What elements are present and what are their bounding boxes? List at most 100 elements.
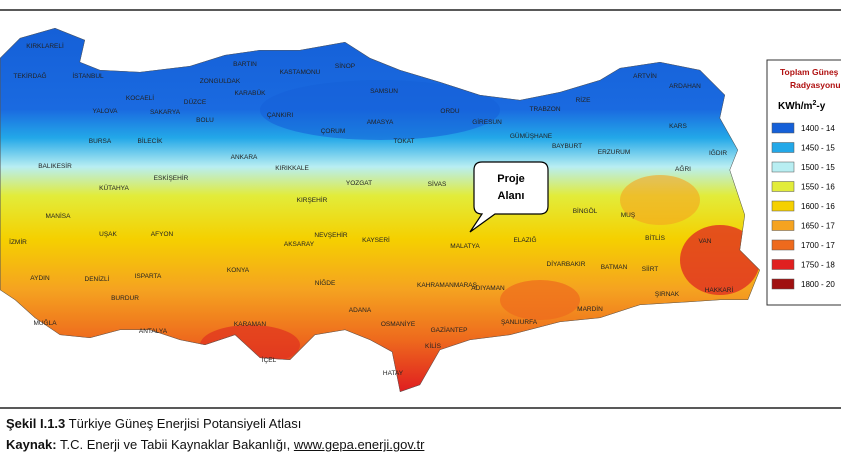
city-label: KAYSERİ (362, 235, 390, 244)
city-label: BİLECİK (138, 136, 164, 145)
city-label: YOZGAT (346, 180, 372, 187)
city-label: MALATYA (450, 243, 480, 250)
city-label: SAMSUN (370, 88, 398, 95)
legend-swatch (771, 142, 795, 153)
city-label: NEVŞEHİR (314, 230, 348, 239)
city-label: KİLİS (425, 341, 442, 350)
city-label: TOKAT (393, 138, 414, 145)
city-label: BİTLİS (645, 233, 666, 242)
city-label: KARS (669, 123, 687, 130)
city-label: İÇEL (262, 355, 277, 364)
city-label: ISPARTA (135, 273, 162, 280)
city-label: İZMİR (9, 237, 27, 246)
city-label: ÇANKIRI (267, 112, 294, 119)
city-label: KOCAELİ (126, 93, 154, 102)
city-label: RİZE (576, 95, 591, 104)
city-label: KIRIKKALE (275, 165, 309, 172)
city-label: ANTALYA (139, 328, 168, 335)
city-label: HAKKARİ (705, 285, 734, 294)
city-label: AYDIN (30, 275, 50, 282)
source-link[interactable]: www.gepa.enerji.gov.tr (293, 437, 425, 452)
city-label: TEKİRDAĞ (13, 71, 46, 80)
city-label: KARAMAN (234, 321, 266, 328)
legend-label: 1700 - 17 (801, 241, 835, 250)
city-label: ARDAHAN (669, 83, 701, 90)
callout-text: Proje (497, 173, 525, 185)
legend-swatch (771, 181, 795, 192)
city-label: AFYON (151, 231, 174, 238)
legend-swatch (771, 259, 795, 270)
city-label: KONYA (227, 267, 250, 274)
city-label: UŞAK (99, 231, 117, 238)
city-label: ŞIRNAK (655, 291, 680, 298)
city-labels: KIRKLARELİ TEKİRDAĞ İSTANBUL BARTIN KASTAMON… (9, 41, 733, 377)
city-label: GAZİANTEP (431, 325, 468, 334)
city-label: MARDİN (577, 304, 603, 313)
figure-label: Şekil I.1.3 (6, 416, 66, 431)
city-label: İSTANBUL (72, 71, 104, 80)
radiation-map (0, 28, 760, 392)
map: KIRKLARELİ TEKİRDAĞ İSTANBUL BARTIN KASTAMON… (0, 9, 841, 409)
city-label: MANİSA (46, 211, 72, 220)
source-label: Kaynak: (6, 437, 57, 452)
legend-label: 1450 - 15 (801, 144, 835, 153)
callout-text: Alanı (498, 190, 525, 202)
caption-line: Şekil I.1.3 Türkiye Güneş Enerjisi Potan… (6, 416, 301, 431)
city-label: GÜMÜŞHANE (510, 132, 553, 140)
city-label: ERZURUM (598, 149, 631, 156)
city-label: SİİRT (642, 264, 659, 273)
legend-label: 1650 - 17 (801, 222, 835, 231)
city-label: DİYARBAKIR (547, 259, 586, 268)
source-text: T.C. Enerji ve Tabii Kaynaklar Bakanlığı… (59, 437, 291, 452)
city-label: HATAY (383, 370, 404, 377)
legend-label: 1500 - 15 (801, 163, 835, 172)
legend-label: 1550 - 16 (801, 183, 835, 192)
legend: Toplam Güneş Radyasyonu KWh/m2-y 1400 - … (766, 59, 841, 306)
city-label: ORDU (440, 108, 459, 115)
city-label: KASTAMONU (280, 69, 321, 76)
legend-title: Radyasyonu (790, 80, 841, 90)
city-label: VAN (699, 238, 712, 245)
legend-swatch (771, 278, 795, 290)
city-label: BARTIN (233, 61, 257, 68)
city-label: SAKARYA (150, 109, 181, 116)
legend-title: Toplam Güneş (780, 67, 839, 77)
city-label: SİNOP (335, 61, 355, 70)
city-label: TRABZON (529, 106, 560, 113)
city-label: KIRKLARELİ (26, 41, 64, 50)
city-label: ŞANLIURFA (501, 319, 538, 326)
city-label: NİĞDE (315, 278, 336, 287)
legend-swatch (771, 220, 795, 231)
city-label: OSMANİYE (381, 319, 416, 328)
legend-label: 1750 - 18 (801, 261, 835, 270)
legend-swatch (771, 239, 795, 251)
city-label: IĞDIR (709, 148, 727, 157)
city-label: ARTVİN (633, 71, 657, 80)
city-label: BALIKESİR (38, 161, 72, 170)
city-label: BOLU (196, 117, 214, 124)
city-label: AĞRI (675, 164, 691, 173)
city-label: ELAZIĞ (513, 235, 536, 244)
city-label: BİNGÖL (573, 206, 598, 215)
figure-title: Türkiye Güneş Enerjisi Potansiyeli Atlas… (68, 416, 302, 431)
city-label: MUĞLA (33, 318, 57, 327)
city-label: KAHRAMANMARAŞ (417, 282, 478, 289)
city-label: KIRŞEHİR (297, 195, 328, 204)
city-label: YALOVA (92, 108, 118, 115)
caption-line: Kaynak: T.C. Enerji ve Tabii Kaynaklar B… (6, 437, 424, 452)
city-label: KARABÜK (234, 89, 266, 97)
callout: Proje Alanı (469, 161, 549, 233)
city-label: MUŞ (621, 212, 636, 219)
city-label: BAYBURT (552, 143, 582, 150)
city-label: ÇORUM (321, 128, 346, 135)
city-label: GİRESUN (472, 117, 502, 126)
city-label: ADIYAMAN (471, 285, 505, 292)
city-label: ANKARA (231, 154, 258, 161)
city-label: ADANA (349, 307, 372, 314)
legend-swatch (771, 161, 795, 173)
city-label: AKSARAY (284, 241, 315, 248)
city-label: SİVAS (428, 179, 447, 188)
city-label: BURDUR (111, 295, 139, 302)
city-label: BATMAN (601, 264, 628, 271)
